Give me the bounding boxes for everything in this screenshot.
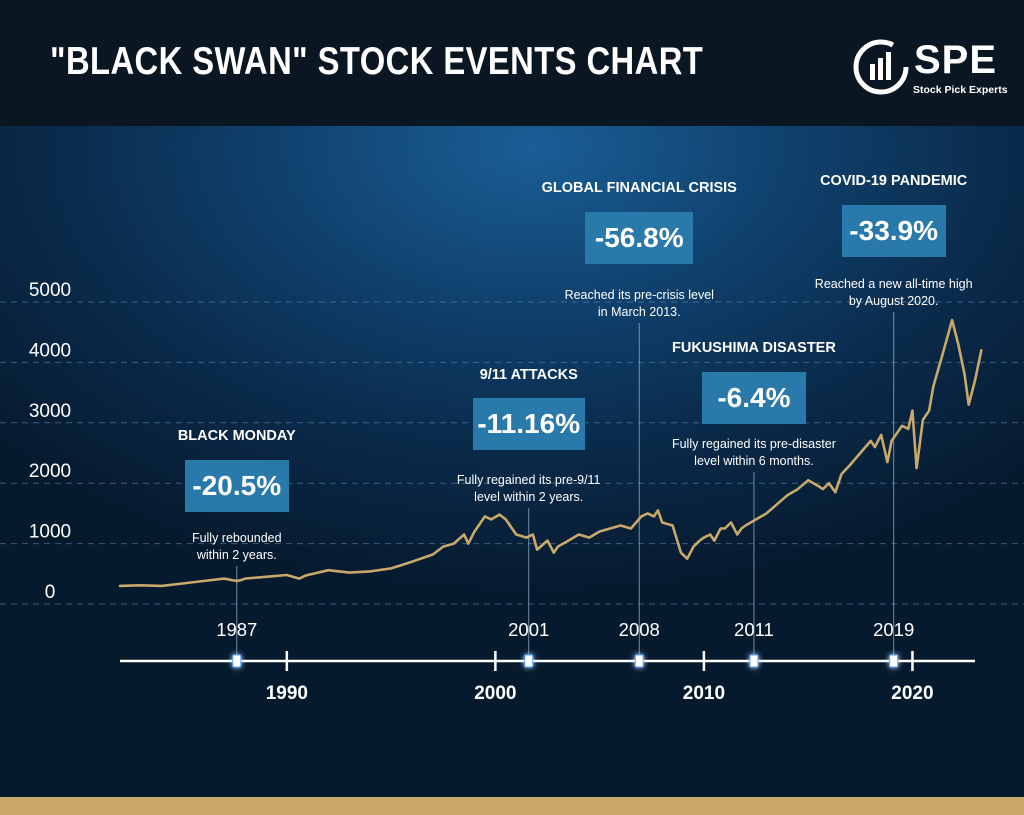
x-tick-label: 2010 [683, 683, 725, 704]
x-tick-label: 2020 [891, 683, 933, 704]
y-tick-label: 1000 [29, 522, 71, 543]
event-note-line: Fully regained its pre-disaster [671, 437, 836, 451]
event-note-line: level within 2 years. [474, 490, 584, 504]
event-note: Fully regained its pre-9/11 level within … [457, 472, 601, 506]
event-title: GLOBAL FINANCIAL CRISIS [541, 180, 737, 196]
page-title: "BLACK SWAN" STOCK EVENTS CHART [50, 40, 704, 83]
event-title: FUKUSHIMA DISASTER [672, 340, 836, 356]
event-title: COVID-19 PANDEMIC [820, 173, 968, 189]
brand-logo: SPE Stock Pick Experts [852, 36, 1008, 106]
event-note-line: by August 2020. [848, 294, 939, 308]
logo-icon [853, 39, 909, 95]
y-tick-label: 2000 [29, 461, 71, 482]
y-tick-label: 5000 [29, 280, 71, 301]
event-note-line: Fully rebounded [191, 531, 282, 545]
y-tick-label: 0 [45, 582, 56, 603]
event-marker [889, 654, 899, 668]
header-bar: "BLACK SWAN" STOCK EVENTS CHART SPE Stoc… [0, 0, 1024, 126]
event-title: 9/11 ATTACKS [479, 367, 578, 383]
event-year-label: 2008 [619, 619, 660, 640]
event-marker [634, 654, 644, 668]
event-note: Fully regained its pre-disaster level wit… [672, 436, 836, 470]
event-note-line: in March 2013. [597, 305, 681, 319]
y-tick-label: 4000 [29, 340, 71, 361]
event-marker [749, 654, 759, 668]
series-line [118, 318, 983, 588]
event-note-line: within 2 years. [196, 548, 277, 562]
event-note: Fully rebounded within 2 years. [192, 530, 282, 564]
logo-wordmark: SPE [914, 38, 998, 82]
event-note: Reached a new all-time high by August 202… [815, 276, 973, 310]
event-note-line: Fully regained its pre-9/11 [456, 473, 601, 487]
event-change-badge: -20.5% [184, 460, 289, 512]
x-tick-label: 2000 [474, 683, 516, 704]
bottom-accent-bar [0, 797, 1024, 815]
event-change-badge: -33.9% [841, 205, 946, 257]
event-note-line: Reached its pre-crisis level [564, 288, 714, 302]
event-change-badge: -56.8% [585, 212, 694, 264]
event-year-label: 2001 [508, 619, 549, 640]
event-change-badge: -6.4% [701, 372, 806, 424]
event-note-line: Reached a new all-time high [814, 277, 973, 291]
event-note: Reached its pre-crisis level in March 201… [565, 287, 714, 321]
event-change-badge: -11.16% [472, 398, 585, 450]
event-title: BLACK MONDAY [177, 428, 296, 444]
event-marker [232, 654, 242, 668]
event-marker [524, 654, 534, 668]
event-year-label: 1987 [216, 619, 257, 640]
x-tick-label: 1990 [266, 683, 308, 704]
y-tick-label: 3000 [29, 401, 71, 422]
logo-subtitle: Stock Pick Experts [913, 84, 1008, 96]
event-year-label: 2019 [873, 619, 914, 640]
event-year-label: 2011 [734, 619, 774, 640]
event-note-line: level within 6 months. [694, 454, 814, 468]
